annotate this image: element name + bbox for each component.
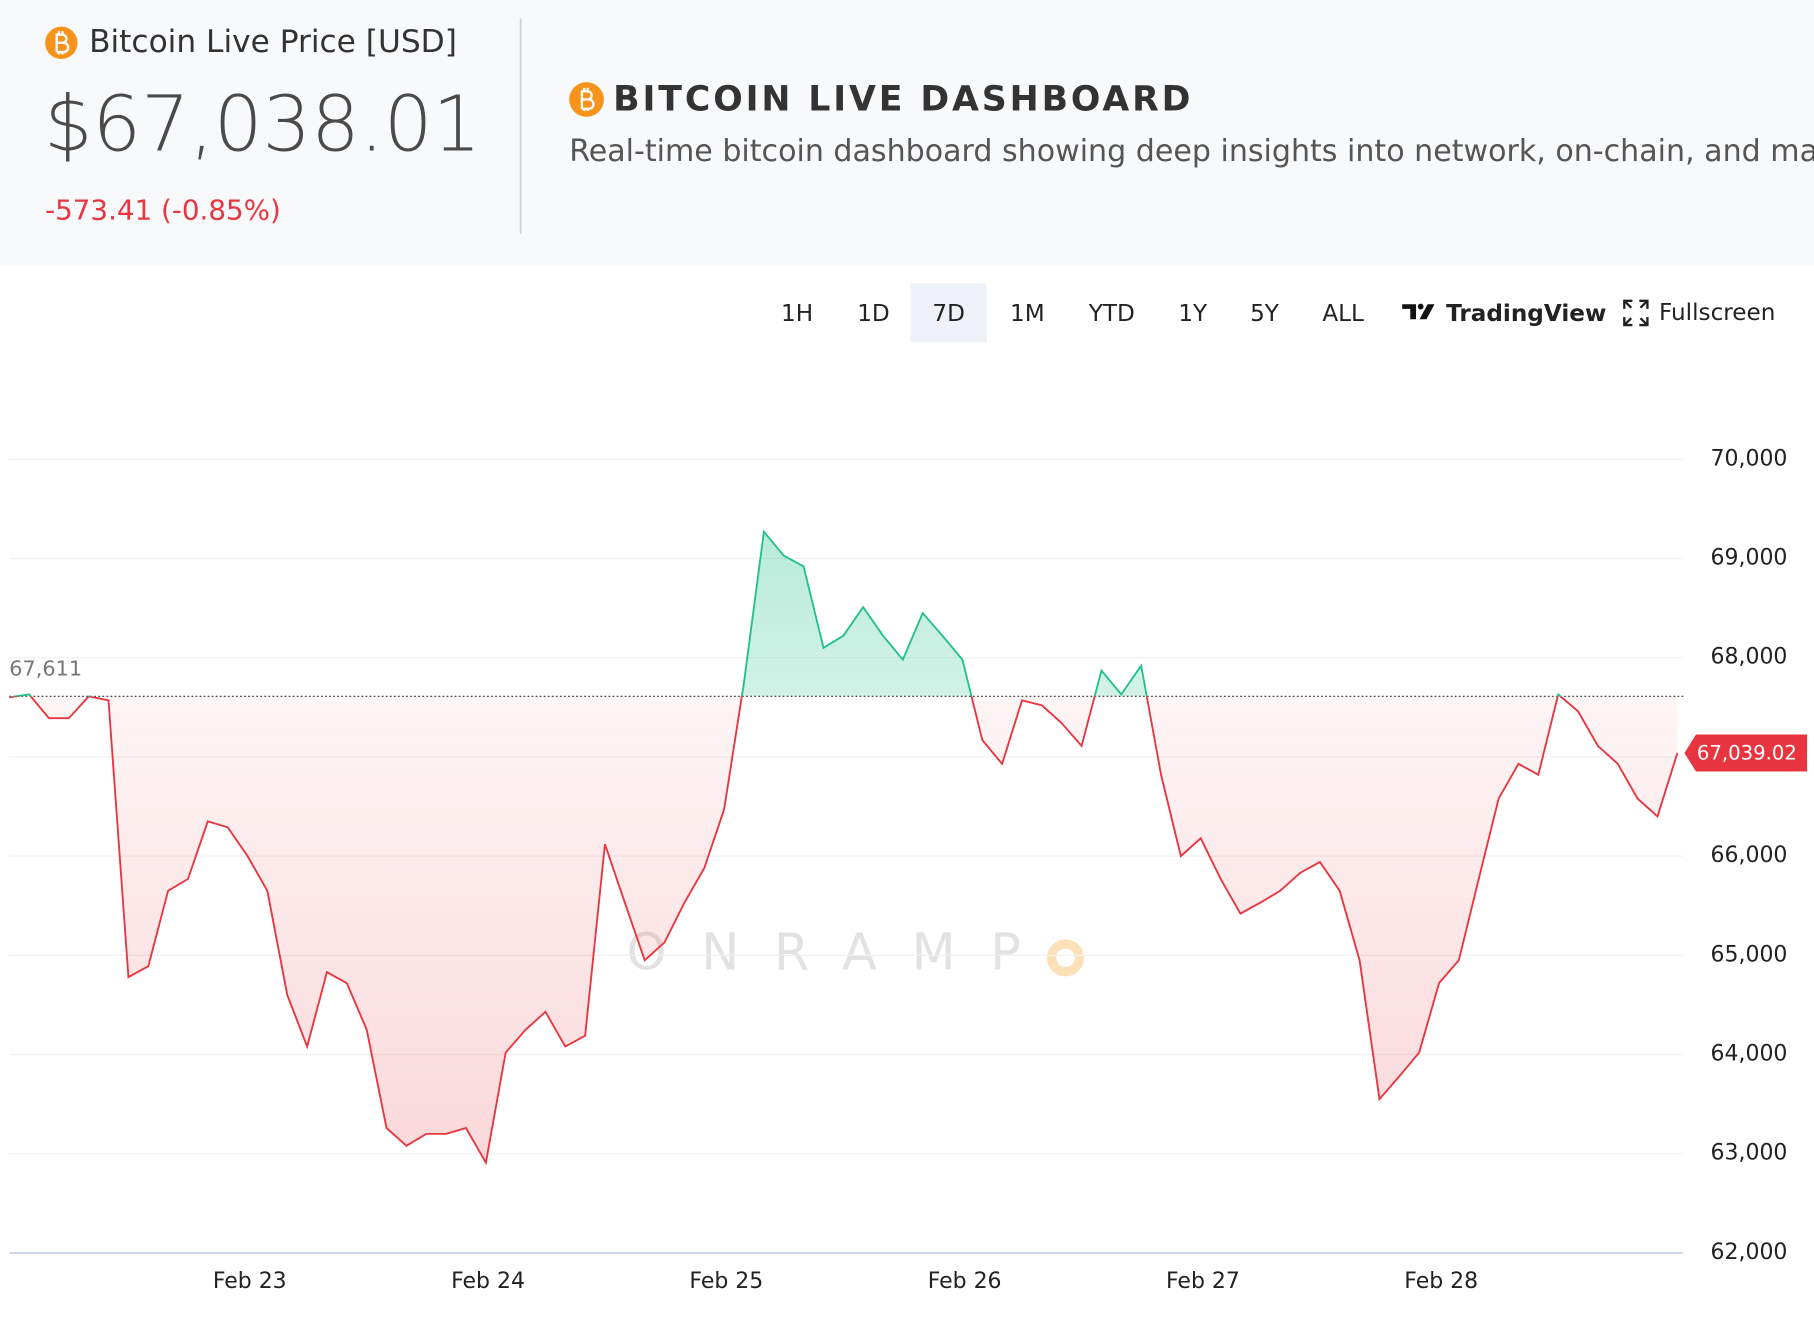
range-button[interactable]: YTD — [1088, 301, 1135, 327]
last-price-label: 67,039.02 — [1697, 742, 1797, 765]
y-tick-label: 65,000 — [1711, 942, 1788, 967]
area — [9, 531, 1678, 1163]
baseline-label: 67,611 — [9, 657, 82, 681]
last-price-tag — [1684, 734, 1808, 772]
range-button[interactable]: 1H — [781, 301, 813, 327]
y-tick-label: 62,000 — [1711, 1240, 1788, 1265]
price-line — [9, 529, 1679, 1166]
price: $67,038.01 — [44, 81, 481, 170]
y-tick-label: 63,000 — [1711, 1141, 1788, 1166]
watermark: ONRAMP — [627, 924, 1056, 983]
price-title: Bitcoin Live Price [USD] — [89, 24, 457, 60]
price-change: -573.41 (-0.85%) — [45, 194, 281, 227]
x-tick-label: Feb 25 — [689, 1269, 763, 1294]
header-bg — [0, 0, 1814, 267]
chart: ONRAMP 62,000 63,000 64,000 65,000 66,000 67,0… — [9, 446, 1808, 1294]
subtitle: Real-time bitcoin dashboard showing deep… — [569, 134, 1814, 169]
y-tick-label: 69,000 — [1711, 545, 1788, 570]
range-button[interactable]: ALL — [1322, 301, 1364, 327]
range-active-bg — [910, 283, 987, 343]
range-button[interactable]: 7D — [932, 301, 965, 327]
x-tick-label: Feb 26 — [928, 1269, 1002, 1294]
y-tick-label: 68,000 — [1711, 645, 1788, 670]
range-button[interactable]: 1M — [1010, 301, 1045, 327]
dashboard-title: BITCOIN LIVE DASHBOARD — [613, 80, 1193, 120]
tradingview-logo — [1402, 303, 1435, 320]
range-button[interactable]: 1D — [857, 301, 890, 327]
y-tick-label: 70,000 — [1711, 446, 1788, 471]
x-tick-label: Feb 27 — [1166, 1269, 1240, 1294]
fullscreen[interactable]: Fullscreen — [1659, 300, 1775, 326]
tradingview[interactable]: TradingView — [1446, 301, 1606, 327]
y-tick-label: 64,000 — [1711, 1042, 1788, 1067]
y-tick-label: 66,000 — [1711, 843, 1788, 868]
x-tick-label: Feb 24 — [451, 1269, 525, 1294]
range-button[interactable]: 5Y — [1250, 301, 1280, 327]
watermark-ring — [1046, 939, 1085, 977]
toolbar: 1H 1D 7D 1M YTD 1Y 5Y ALL — [781, 283, 1364, 343]
btc-icon — [569, 82, 604, 117]
btc-icon — [45, 26, 78, 60]
x-tick-label: Feb 28 — [1404, 1269, 1478, 1294]
x-tick-label: Feb 23 — [213, 1269, 287, 1294]
fullscreen-icon[interactable] — [1623, 299, 1649, 327]
range-button[interactable]: 1Y — [1178, 301, 1208, 327]
